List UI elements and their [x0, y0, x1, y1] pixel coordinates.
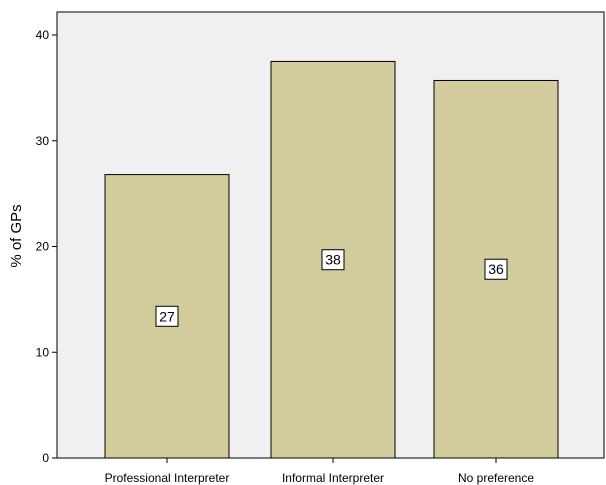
y-tick-label-0: 0: [42, 451, 49, 465]
y-tick-label-40: 40: [36, 28, 50, 42]
bars-group: 27 38 36: [104, 60, 559, 459]
y-axis: 0 10 20 30 40: [36, 28, 57, 465]
x-axis: Professional Interpreter Informal Interpr…: [105, 458, 534, 485]
data-label-2: 38: [325, 252, 341, 268]
x-tick-label-3: No preference: [458, 471, 534, 485]
y-axis-title: % of GPs: [8, 204, 25, 267]
y-tick-label-30: 30: [36, 134, 50, 148]
y-tick-label-10: 10: [36, 345, 50, 359]
x-tick-label-1: Professional Interpreter: [105, 471, 230, 485]
data-label-1: 27: [159, 308, 175, 324]
data-label-box-2: [321, 249, 345, 271]
data-label-3: 36: [488, 261, 504, 277]
x-tick-label-2: Informal Interpreter: [282, 471, 384, 485]
data-label-box-1: [155, 305, 179, 327]
y-tick-label-20: 20: [36, 240, 50, 254]
data-label-box-3: [484, 258, 508, 280]
